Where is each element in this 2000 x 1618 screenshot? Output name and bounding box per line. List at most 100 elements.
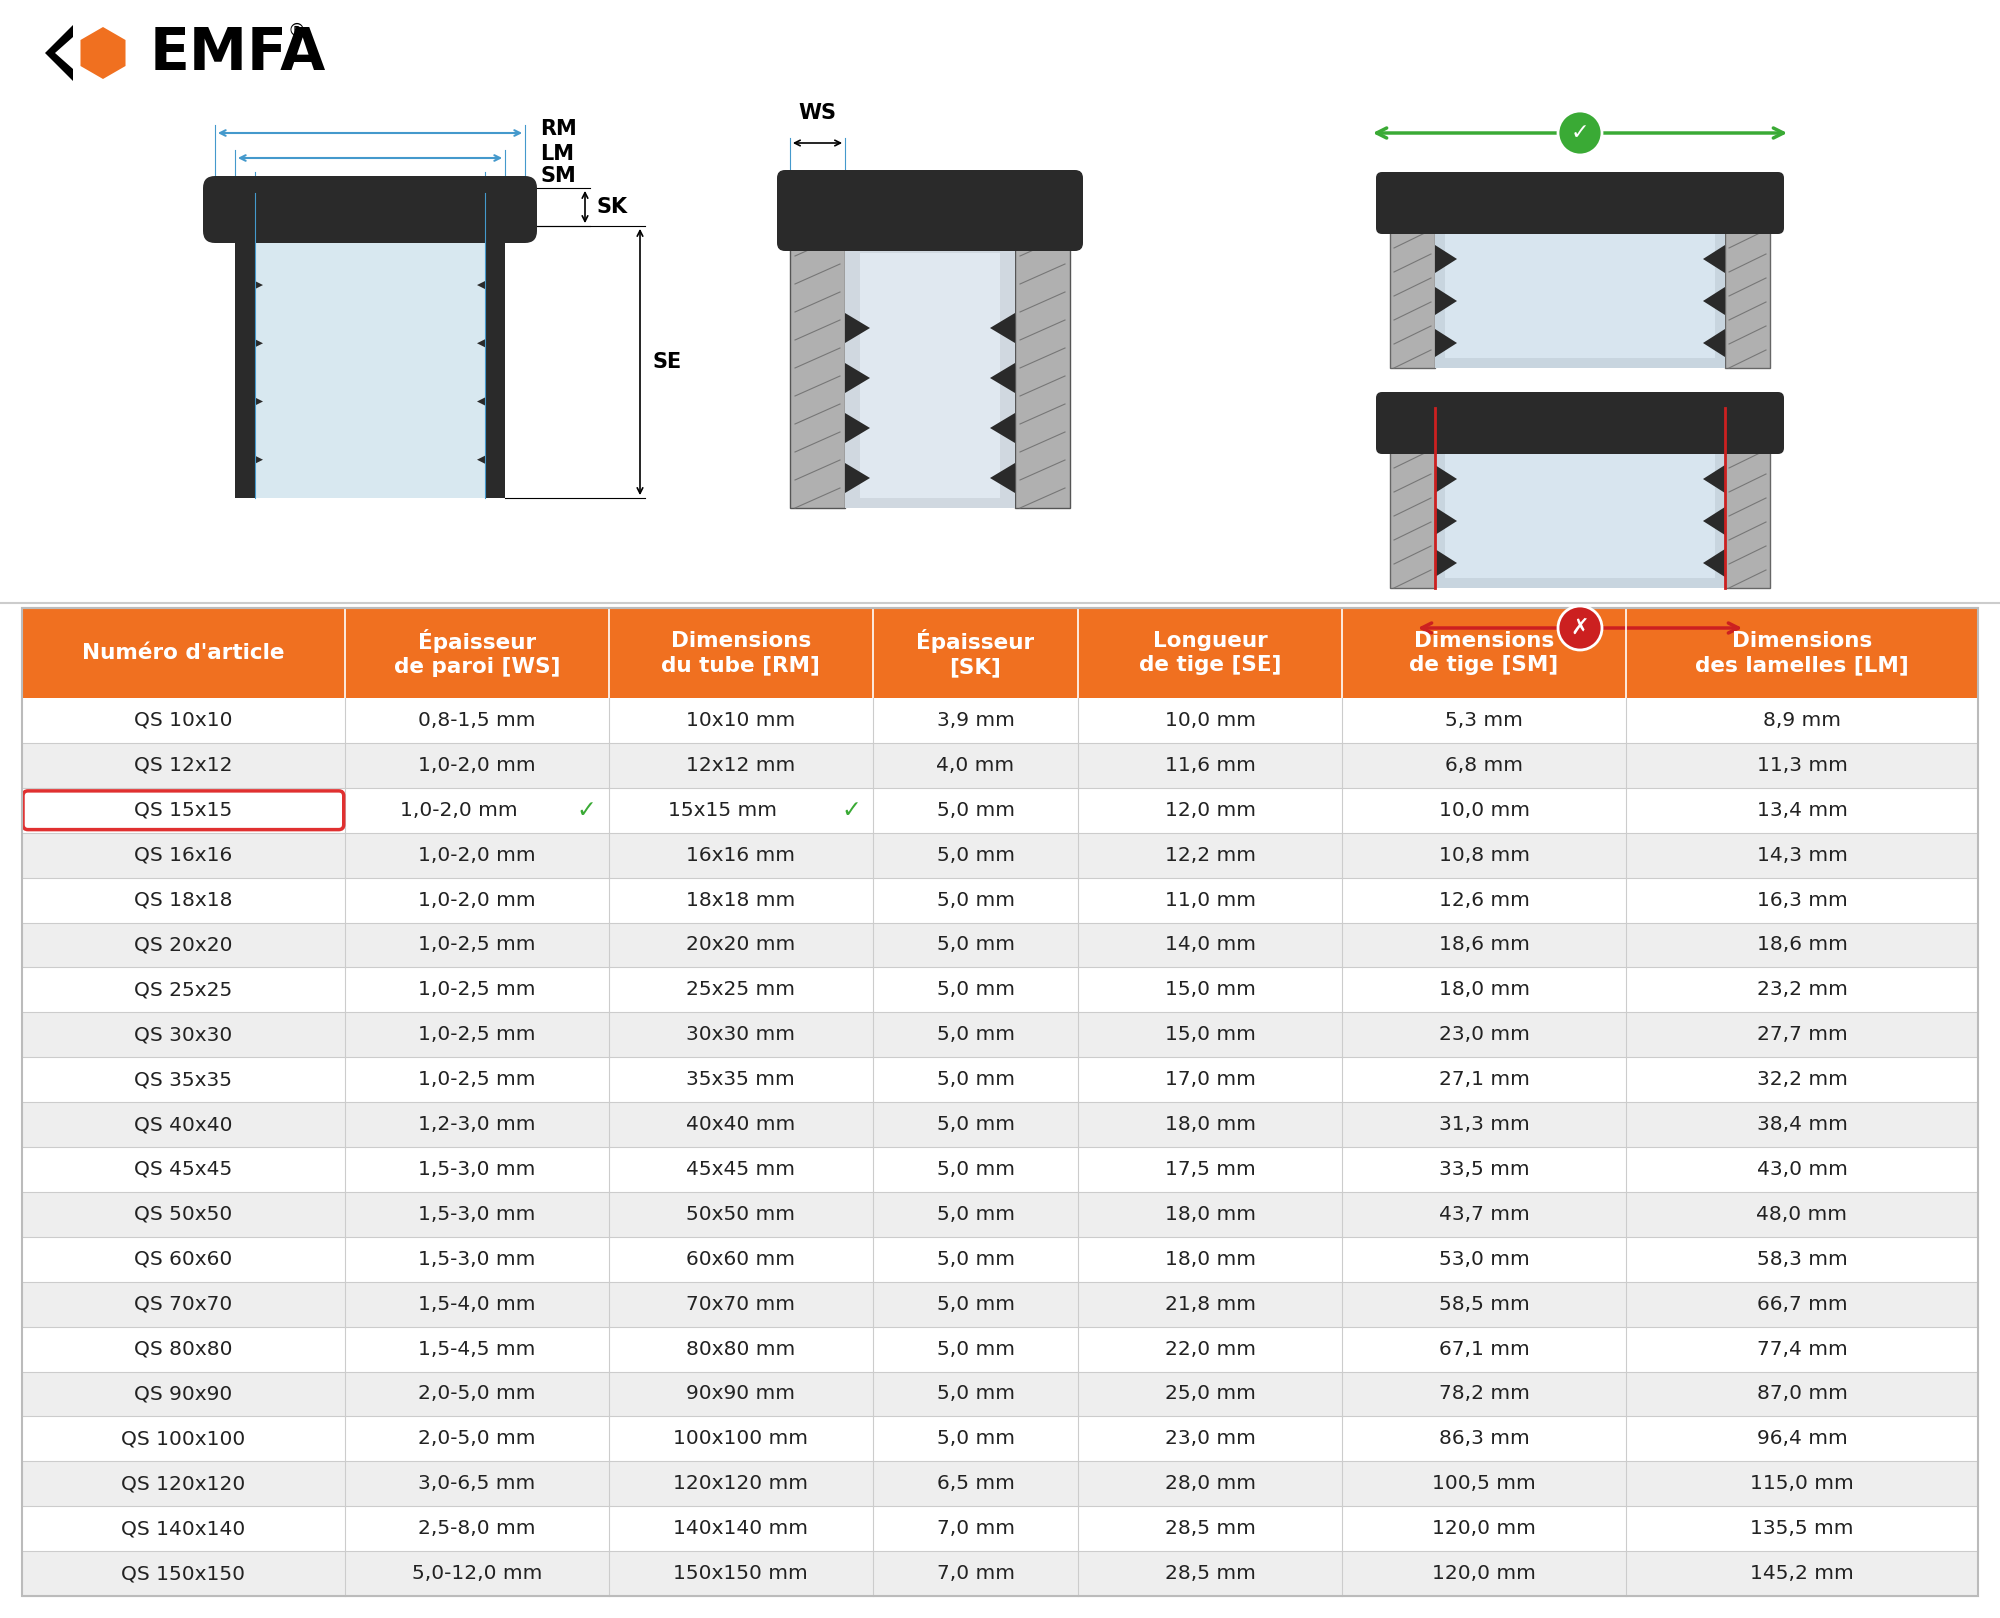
Polygon shape (236, 272, 264, 299)
Text: 12,0 mm: 12,0 mm (1164, 801, 1256, 820)
Text: QS 12x12: QS 12x12 (134, 756, 232, 775)
Polygon shape (1704, 244, 1724, 273)
Polygon shape (478, 387, 504, 416)
Text: 8,9 mm: 8,9 mm (1762, 710, 1840, 730)
Bar (1444, 417, 1716, 578)
Text: 6,8 mm: 6,8 mm (1446, 756, 1524, 775)
Text: QS 120x120: QS 120x120 (122, 1474, 246, 1493)
FancyBboxPatch shape (204, 176, 536, 243)
Polygon shape (1436, 244, 1456, 273)
Text: 16,3 mm: 16,3 mm (1756, 890, 1848, 909)
Bar (22, 922, 1978, 968)
Text: Dimensions
de tige [SM]: Dimensions de tige [SM] (1410, 631, 1558, 675)
Text: 23,0 mm: 23,0 mm (1164, 1429, 1256, 1448)
Text: 5,0 mm: 5,0 mm (936, 1429, 1014, 1448)
Text: 1,0-2,0 mm: 1,0-2,0 mm (418, 756, 536, 775)
Text: 12,2 mm: 12,2 mm (1164, 846, 1256, 864)
Text: SK: SK (596, 197, 628, 217)
Polygon shape (1704, 549, 1724, 578)
Text: 5,0-12,0 mm: 5,0-12,0 mm (412, 1565, 542, 1582)
Bar (22, 608, 1978, 1595)
FancyBboxPatch shape (1376, 172, 1784, 235)
Polygon shape (990, 413, 1016, 443)
Text: QS 100x100: QS 100x100 (122, 1429, 246, 1448)
Text: 2,0-5,0 mm: 2,0-5,0 mm (418, 1385, 536, 1403)
Bar (236, 227, 256, 498)
Text: 1,0-2,0 mm: 1,0-2,0 mm (418, 846, 536, 864)
Text: 15,0 mm: 15,0 mm (1164, 1026, 1256, 1044)
Polygon shape (1704, 464, 1724, 493)
Text: 1,0-2,5 mm: 1,0-2,5 mm (418, 981, 536, 1000)
Polygon shape (478, 445, 504, 474)
Text: 58,5 mm: 58,5 mm (1438, 1294, 1530, 1314)
Text: 30x30 mm: 30x30 mm (686, 1026, 796, 1044)
Text: 10x10 mm: 10x10 mm (686, 710, 796, 730)
Polygon shape (1436, 286, 1456, 316)
Text: 1,5-4,5 mm: 1,5-4,5 mm (418, 1340, 536, 1359)
Text: 5,0 mm: 5,0 mm (936, 981, 1014, 1000)
Text: 10,8 mm: 10,8 mm (1438, 846, 1530, 864)
Text: 23,0 mm: 23,0 mm (1438, 1026, 1530, 1044)
Text: 17,5 mm: 17,5 mm (1164, 1160, 1256, 1180)
Text: 86,3 mm: 86,3 mm (1438, 1429, 1530, 1448)
Circle shape (1558, 112, 1602, 155)
Text: 13,4 mm: 13,4 mm (1756, 801, 1848, 820)
Text: QS 25x25: QS 25x25 (134, 981, 232, 1000)
Polygon shape (80, 28, 126, 79)
Text: 25,0 mm: 25,0 mm (1164, 1385, 1256, 1403)
Text: 18,6 mm: 18,6 mm (1756, 935, 1848, 955)
Text: EMFA: EMFA (150, 24, 326, 81)
Circle shape (1558, 607, 1602, 650)
Text: QS 80x80: QS 80x80 (134, 1340, 232, 1359)
Bar (22, 1281, 1978, 1327)
Text: 18,0 mm: 18,0 mm (1164, 1115, 1256, 1134)
Text: 1,5-3,0 mm: 1,5-3,0 mm (418, 1205, 536, 1223)
Text: 1,2-3,0 mm: 1,2-3,0 mm (418, 1115, 536, 1134)
Text: 6,5 mm: 6,5 mm (936, 1474, 1014, 1493)
Text: QS 18x18: QS 18x18 (134, 890, 232, 909)
Text: 5,0 mm: 5,0 mm (936, 1340, 1014, 1359)
Text: 77,4 mm: 77,4 mm (1756, 1340, 1848, 1359)
Text: 60x60 mm: 60x60 mm (686, 1249, 796, 1269)
Bar (22, 608, 1978, 697)
Bar (22, 1506, 1978, 1552)
Text: 14,0 mm: 14,0 mm (1164, 935, 1256, 955)
Polygon shape (236, 387, 264, 416)
Text: 5,0 mm: 5,0 mm (936, 1249, 1014, 1269)
Text: QS 150x150: QS 150x150 (122, 1565, 246, 1582)
Bar (22, 1552, 1978, 1595)
Text: 2,0-5,0 mm: 2,0-5,0 mm (418, 1429, 536, 1448)
Bar (22, 1192, 1978, 1236)
Text: 5,0 mm: 5,0 mm (936, 801, 1014, 820)
Text: 120,0 mm: 120,0 mm (1432, 1565, 1536, 1582)
Text: 48,0 mm: 48,0 mm (1756, 1205, 1848, 1223)
Text: 15x15 mm: 15x15 mm (668, 801, 778, 820)
Bar (844, 188, 1016, 508)
Text: 135,5 mm: 135,5 mm (1750, 1519, 1854, 1539)
Text: 25x25 mm: 25x25 mm (686, 981, 796, 1000)
Text: 96,4 mm: 96,4 mm (1756, 1429, 1848, 1448)
Text: 14,3 mm: 14,3 mm (1756, 846, 1848, 864)
Polygon shape (844, 312, 870, 343)
Polygon shape (236, 445, 264, 474)
Bar (790, 188, 844, 508)
Text: 1,0-2,0 mm: 1,0-2,0 mm (418, 890, 536, 909)
Text: 27,7 mm: 27,7 mm (1756, 1026, 1848, 1044)
Bar (1436, 188, 1724, 367)
Text: 15,0 mm: 15,0 mm (1164, 981, 1256, 1000)
Bar (1436, 408, 1724, 587)
Text: 87,0 mm: 87,0 mm (1756, 1385, 1848, 1403)
Text: ®: ® (288, 23, 304, 40)
Text: 5,0 mm: 5,0 mm (936, 935, 1014, 955)
Text: 5,0 mm: 5,0 mm (936, 1026, 1014, 1044)
Text: 0,8-1,5 mm: 0,8-1,5 mm (418, 710, 536, 730)
Text: QS 45x45: QS 45x45 (134, 1160, 232, 1180)
FancyBboxPatch shape (776, 170, 1084, 251)
Text: 100x100 mm: 100x100 mm (674, 1429, 808, 1448)
Text: Dimensions
des lamelles [LM]: Dimensions des lamelles [LM] (1696, 631, 1908, 675)
Text: 4,0 mm: 4,0 mm (936, 756, 1014, 775)
Text: SM: SM (540, 167, 576, 186)
Bar (1390, 408, 1436, 587)
Text: RM: RM (540, 120, 576, 139)
Text: QS 30x30: QS 30x30 (134, 1026, 232, 1044)
